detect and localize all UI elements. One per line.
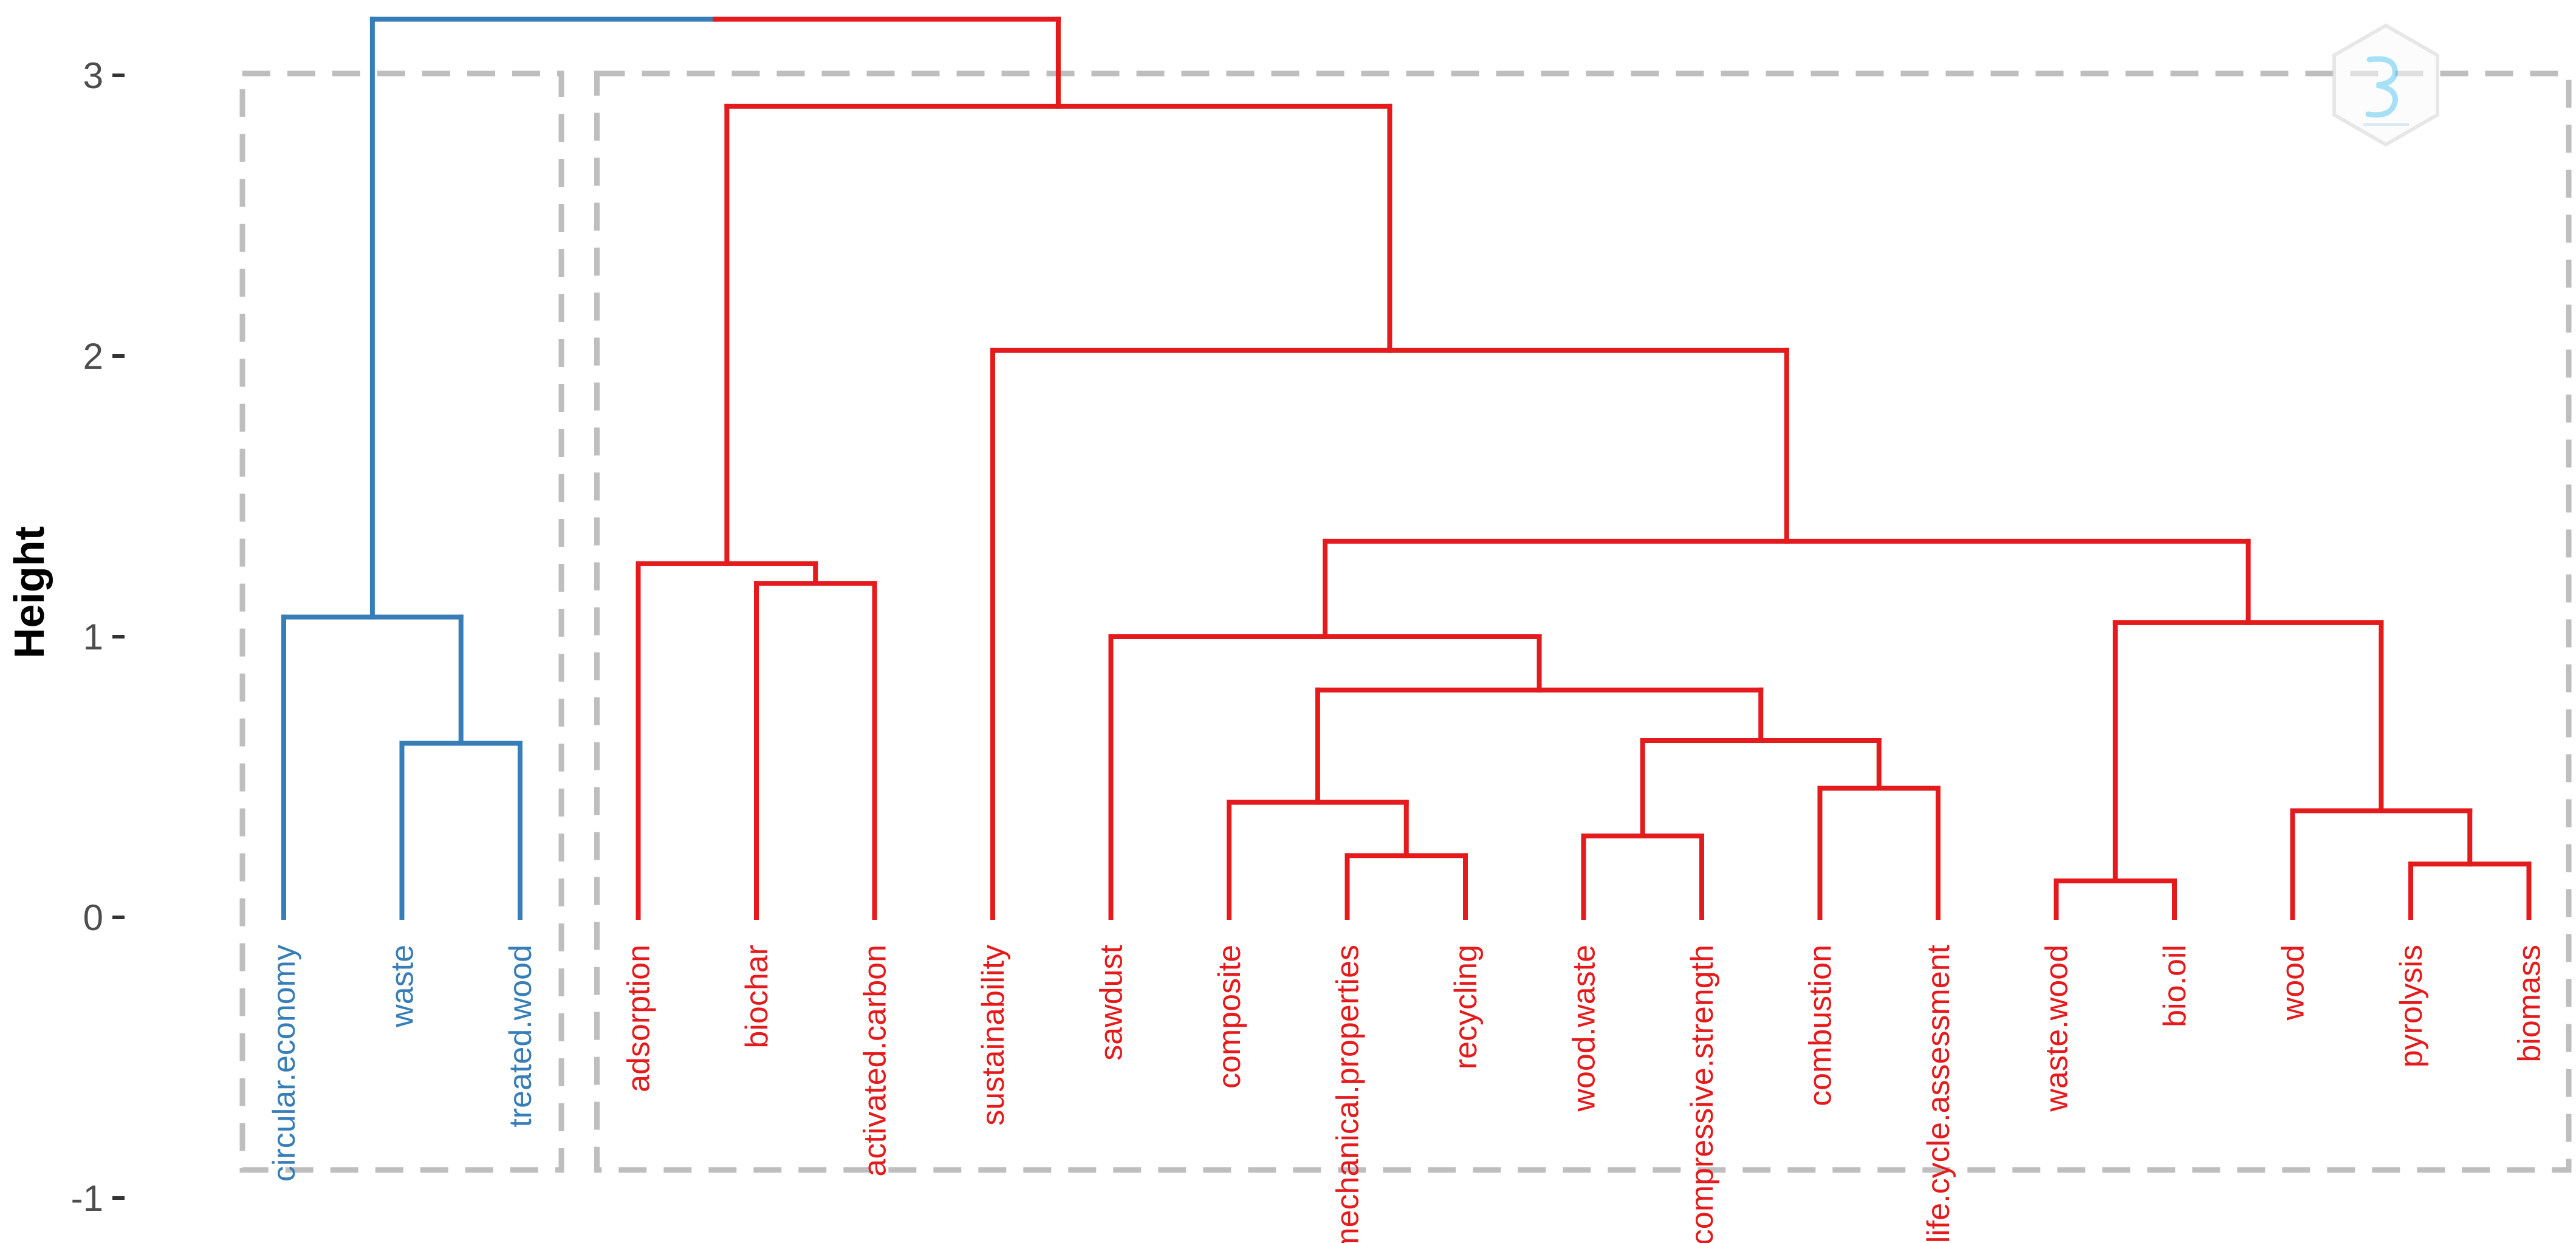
leaf-label: sustainability [976,945,1011,1126]
leaf-label: circular.economy [267,945,302,1182]
leaf-label: treated.wood [503,945,538,1128]
leaf-label: biochar [739,945,775,1049]
leaf-label: waste [385,945,420,1028]
leaf-label: pyrolysis [2394,945,2429,1067]
cluster-box [239,70,564,1173]
y-tick-label: 2 [83,336,103,377]
cluster-boxes [239,70,2572,1173]
y-tick-label: -1 [71,1178,103,1219]
leaf-label: bio.oil [2157,945,2193,1027]
dendrogram-branches [281,16,2532,920]
cluster-box [594,70,2572,1173]
y-tick-label: 3 [83,55,103,96]
leaf-label: mechanical.properties [1331,945,1366,1243]
leaf-label: adsorption [622,945,657,1092]
leaf-label: life.cycle.assessment [1921,944,1956,1243]
leaf-label: wood.waste [1567,945,1602,1112]
leaf-labels: circular.economy waste treated.wood adsorpt… [267,944,2547,1243]
leaf-label: biomass [2512,945,2547,1063]
y-axis-title: Height [5,526,53,659]
leaf-label: recycling [1448,945,1484,1069]
leaf-label: activated.carbon [858,945,893,1177]
watermark-logo-icon [2332,23,2439,147]
leaf-label: wood [2276,945,2311,1021]
y-tick-label: 1 [83,617,103,657]
leaf-label: waste.wood [2040,945,2075,1112]
leaf-label: sawdust [1094,944,1129,1060]
leaf-label: composite [1212,945,1247,1089]
y-tick-label: 0 [83,897,103,938]
leaf-label: combustion [1803,945,1838,1106]
leaf-label: compressive.strength [1685,945,1720,1243]
y-axis: -1 0 1 2 3 [71,55,125,1219]
